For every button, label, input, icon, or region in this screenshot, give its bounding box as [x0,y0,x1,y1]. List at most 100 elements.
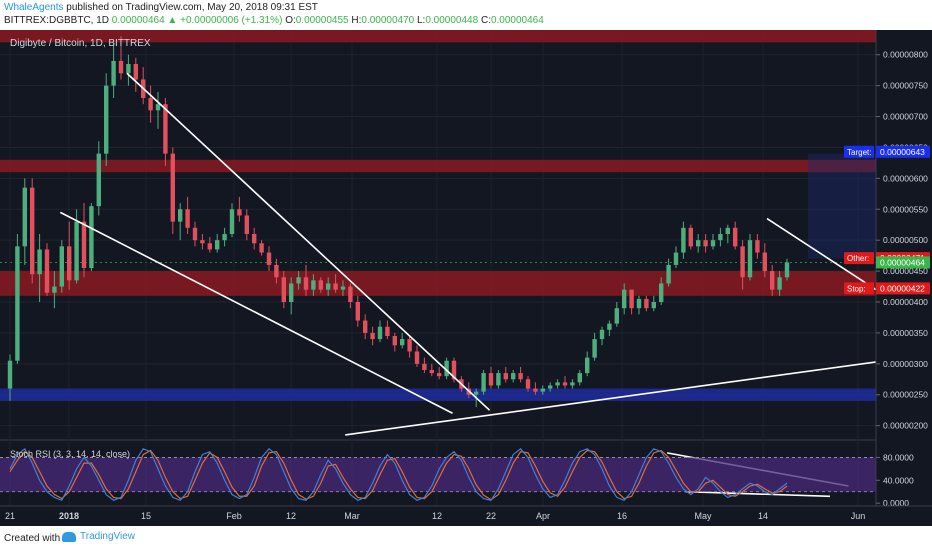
close-label: C: [480,15,491,26]
tradingview-cloud-icon [62,531,76,542]
candle-body [444,360,449,377]
open-value: 0.00000455 [295,15,349,26]
candle-body [185,209,190,228]
price-change: ▲ +0.00000006 (+1.31%) [167,15,283,26]
candle-body [733,227,738,247]
support-zone [0,388,876,401]
candle-body [30,187,35,275]
time-axis-bg [0,506,932,526]
date-tick-label: 22 [486,511,496,521]
candle-body [429,370,434,374]
tradingview-chart[interactable]: 0.000008000.000007500.000007000.00000650… [0,30,932,526]
ticker: BITTREX:DGBBTC, 1D [4,15,110,26]
candle-body [52,286,57,293]
candle-body [229,209,235,234]
candle-body [178,209,183,222]
candle-body [155,104,161,111]
chart-title: Digibyte / Bitcoin, 1D, BITTREX [10,38,151,49]
last-price: 0.00000464 [111,15,165,26]
date-tick-label: Feb [226,511,242,521]
price-tick-label: 0.00000350 [883,328,928,338]
date-tick-label: May [694,511,712,521]
price-tag: 0.00000464 [876,256,930,269]
price-tag: Stop: 0.00000422 [844,282,930,295]
candle-body [252,234,257,244]
candle-body [555,382,560,386]
author-link[interactable]: WhaleAgents [4,2,64,13]
trendline [59,211,453,414]
candle-body [215,240,220,250]
candle-body [718,234,723,241]
high-value: 0.00000470 [361,15,415,26]
price-tag-label: Stop: [847,284,866,293]
candle-body [296,277,301,284]
candle-body [355,302,360,321]
candle-body [318,280,323,290]
candle-body [437,373,442,377]
price-tag-label-bg [844,252,874,265]
candles [7,36,790,408]
candle-body [592,339,597,358]
candle-body [74,221,79,281]
candle-body [222,234,227,241]
trendline [126,72,491,411]
high-label: H: [351,15,362,26]
candle-body [170,153,175,222]
created-with-text: Created with [4,533,61,544]
candle-body [311,280,316,290]
date-tick-label: 21 [5,511,15,521]
candle-body [599,329,605,340]
candle-body [688,227,693,247]
candle-body [629,289,634,309]
rsi-tick-label: 40.0000 [883,475,914,485]
candle-body [81,221,87,268]
candle-body [289,283,294,302]
candle-body [747,240,753,278]
candle-body [636,298,642,309]
candle-body [333,283,338,290]
candle-body [89,206,94,268]
candle-body [303,277,309,290]
price-tick-label: 0.00000800 [883,50,928,60]
candle-body [192,227,198,241]
price-axis: 0.000008000.000007500.000007000.00000650… [875,30,932,526]
candle-body [400,339,405,346]
grid-lines [0,30,932,506]
rsi-d-line [9,449,788,501]
candle-body [422,363,427,370]
candle-body [696,240,701,247]
candle-body [7,360,13,389]
date-tick-label: 16 [617,511,627,521]
date-tick-label: Jun [851,511,866,521]
tradingview-brand[interactable]: TradingView [62,531,135,542]
price-tag-label: Target: [847,148,871,157]
price-tag-bg [876,145,930,158]
price-axis-bg [876,30,932,526]
price-tick-label: 0.00000500 [883,235,928,245]
candle-body [370,332,375,340]
price-tag-value: 0.00000643 [880,147,925,157]
candle-body [614,308,619,324]
price-tick-label: 0.00000250 [883,390,928,400]
candle-body [407,339,412,352]
candle-body [163,104,168,154]
close-value: 0.00000464 [490,15,544,26]
candle-body [126,64,131,74]
candle-body [651,302,656,309]
candle-body [363,320,368,333]
candle-body [15,246,20,361]
candle-body [511,373,516,380]
trendline [345,353,930,436]
candle-body [348,286,353,302]
candle-body [607,323,612,330]
candle-body [392,336,397,346]
price-tick-label: 0.00000550 [883,204,928,214]
candle-body [274,264,279,278]
candle-body [659,283,664,302]
candle-body [259,243,264,253]
candle-body [340,286,346,290]
candle-body [22,187,27,247]
candle-body [96,153,101,207]
rsi-band [0,457,876,492]
candle-body [762,252,767,272]
